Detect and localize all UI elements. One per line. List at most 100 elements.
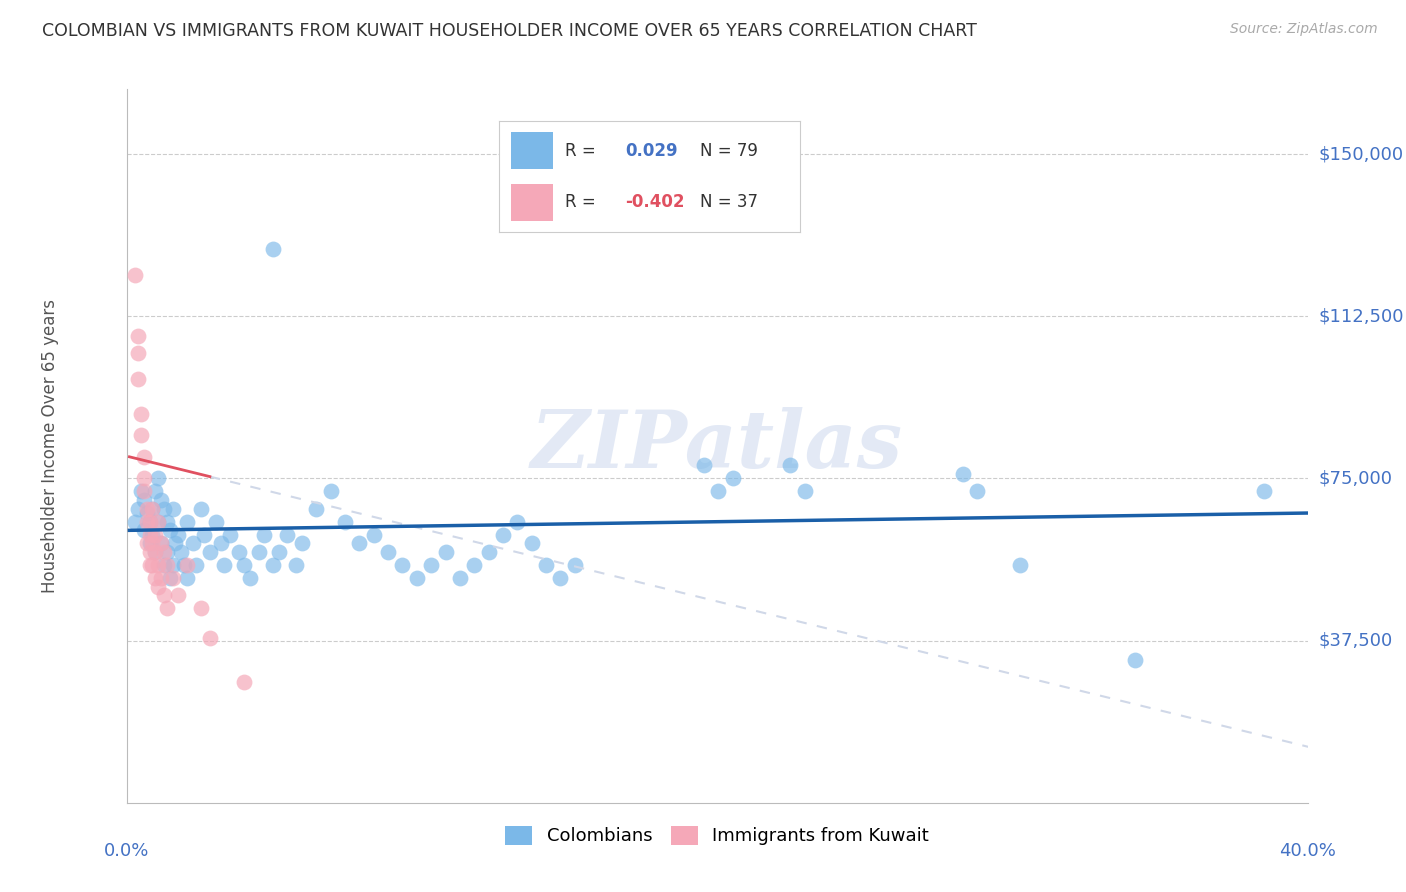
- Point: [150, 493, 173, 508]
- Point: [198, 632, 221, 646]
- Point: [135, 536, 157, 550]
- Point: [129, 484, 152, 499]
- Point: [143, 545, 166, 559]
- Point: [212, 558, 235, 572]
- Point: [146, 580, 169, 594]
- Point: [190, 501, 212, 516]
- Point: [405, 571, 427, 585]
- Point: [146, 558, 169, 572]
- Point: [143, 484, 166, 499]
- Point: [793, 484, 815, 499]
- Point: [129, 407, 152, 421]
- Point: [143, 527, 166, 541]
- Point: [363, 527, 385, 541]
- Point: [156, 515, 179, 529]
- Point: [159, 524, 181, 538]
- Text: $37,500: $37,500: [1319, 632, 1393, 649]
- Point: [285, 558, 308, 572]
- Point: [156, 545, 179, 559]
- Point: [135, 515, 157, 529]
- Point: [966, 484, 988, 499]
- Point: [138, 545, 160, 559]
- Point: [276, 527, 298, 541]
- Point: [132, 493, 155, 508]
- Point: [520, 536, 543, 550]
- Point: [506, 515, 529, 529]
- Text: 0.0%: 0.0%: [104, 842, 149, 860]
- Point: [156, 601, 179, 615]
- Point: [391, 558, 413, 572]
- Point: [153, 545, 176, 559]
- Point: [190, 601, 212, 615]
- Point: [262, 558, 284, 572]
- Point: [156, 558, 179, 572]
- Point: [132, 471, 155, 485]
- Point: [127, 501, 149, 516]
- Point: [127, 328, 149, 343]
- Point: [138, 558, 160, 572]
- Point: [162, 558, 184, 572]
- Point: [138, 536, 160, 550]
- Point: [564, 558, 586, 572]
- Point: [184, 558, 207, 572]
- Point: [150, 536, 173, 550]
- Point: [305, 501, 328, 516]
- Point: [146, 515, 169, 529]
- Point: [159, 571, 181, 585]
- Point: [952, 467, 974, 482]
- Point: [153, 588, 176, 602]
- Point: [165, 536, 187, 550]
- Point: [138, 515, 160, 529]
- Text: 40.0%: 40.0%: [1279, 842, 1336, 860]
- Point: [162, 571, 184, 585]
- Point: [167, 588, 190, 602]
- Point: [434, 545, 457, 559]
- Point: [707, 484, 730, 499]
- Point: [233, 558, 256, 572]
- Point: [449, 571, 471, 585]
- Point: [153, 501, 176, 516]
- Point: [132, 524, 155, 538]
- Point: [143, 571, 166, 585]
- Point: [173, 558, 195, 572]
- Point: [129, 428, 152, 442]
- Point: [721, 471, 744, 485]
- Point: [233, 674, 256, 689]
- Point: [127, 372, 149, 386]
- Point: [253, 527, 276, 541]
- Point: [141, 527, 163, 541]
- Point: [141, 558, 163, 572]
- Point: [291, 536, 314, 550]
- Point: [162, 501, 184, 516]
- Point: [1010, 558, 1032, 572]
- Point: [150, 571, 173, 585]
- Point: [141, 501, 163, 516]
- Point: [239, 571, 262, 585]
- Point: [204, 515, 226, 529]
- Text: Source: ZipAtlas.com: Source: ZipAtlas.com: [1230, 22, 1378, 37]
- Point: [132, 484, 155, 499]
- Text: $112,500: $112,500: [1319, 307, 1405, 326]
- Point: [153, 558, 176, 572]
- Point: [198, 545, 221, 559]
- Point: [550, 571, 572, 585]
- Text: Householder Income Over 65 years: Householder Income Over 65 years: [41, 299, 59, 593]
- Point: [146, 515, 169, 529]
- Point: [779, 458, 801, 473]
- Point: [127, 346, 149, 360]
- Point: [349, 536, 371, 550]
- Point: [228, 545, 250, 559]
- Point: [132, 450, 155, 464]
- Point: [167, 527, 190, 541]
- Point: [247, 545, 270, 559]
- Point: [146, 471, 169, 485]
- Point: [176, 571, 198, 585]
- Point: [209, 536, 232, 550]
- Point: [319, 484, 342, 499]
- Point: [176, 515, 198, 529]
- Text: COLOMBIAN VS IMMIGRANTS FROM KUWAIT HOUSEHOLDER INCOME OVER 65 YEARS CORRELATION: COLOMBIAN VS IMMIGRANTS FROM KUWAIT HOUS…: [42, 22, 977, 40]
- Point: [377, 545, 399, 559]
- Point: [150, 536, 173, 550]
- Text: ZIPatlas: ZIPatlas: [531, 408, 903, 484]
- Point: [534, 558, 557, 572]
